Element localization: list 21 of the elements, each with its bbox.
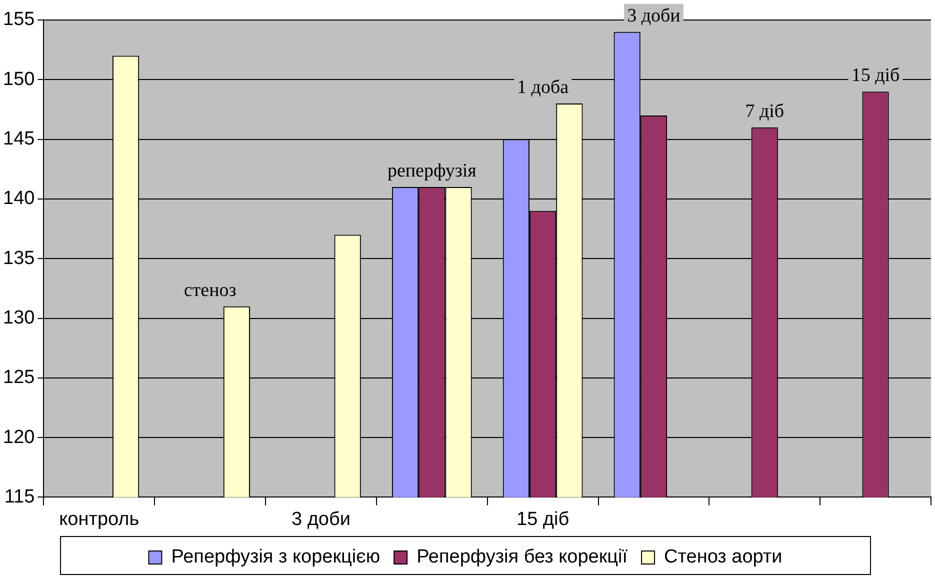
annotation: стеноз	[184, 280, 236, 301]
x-tick-label: контроль	[59, 508, 140, 530]
x-tick-label: 3 доби	[291, 508, 350, 530]
legend-label: Стеноз аорти	[664, 546, 782, 568]
legend-label: Реперфузія з корекцією	[171, 546, 380, 568]
annotation: 3 доби	[627, 5, 680, 26]
y-tick-label: 115	[4, 486, 35, 508]
y-tick-label: 150	[3, 68, 35, 90]
y-tick-label: 140	[3, 188, 35, 210]
y-tick-label: 125	[3, 367, 35, 388]
y-tick-label: 155	[3, 9, 35, 30]
annotation: реперфузія	[387, 160, 477, 182]
legend-label: Реперфузія без корекції	[416, 546, 628, 568]
y-tick-label: 120	[3, 426, 35, 448]
x-tick-label: 15 діб	[516, 508, 570, 530]
y-tick-label: 145	[3, 128, 35, 150]
y-tick-label: 130	[3, 307, 35, 328]
annotation: 15 діб	[851, 65, 900, 86]
annotation: 7 діб	[745, 100, 784, 122]
annotation: 1 доба	[517, 76, 570, 98]
y-tick-label: 135	[3, 248, 35, 269]
